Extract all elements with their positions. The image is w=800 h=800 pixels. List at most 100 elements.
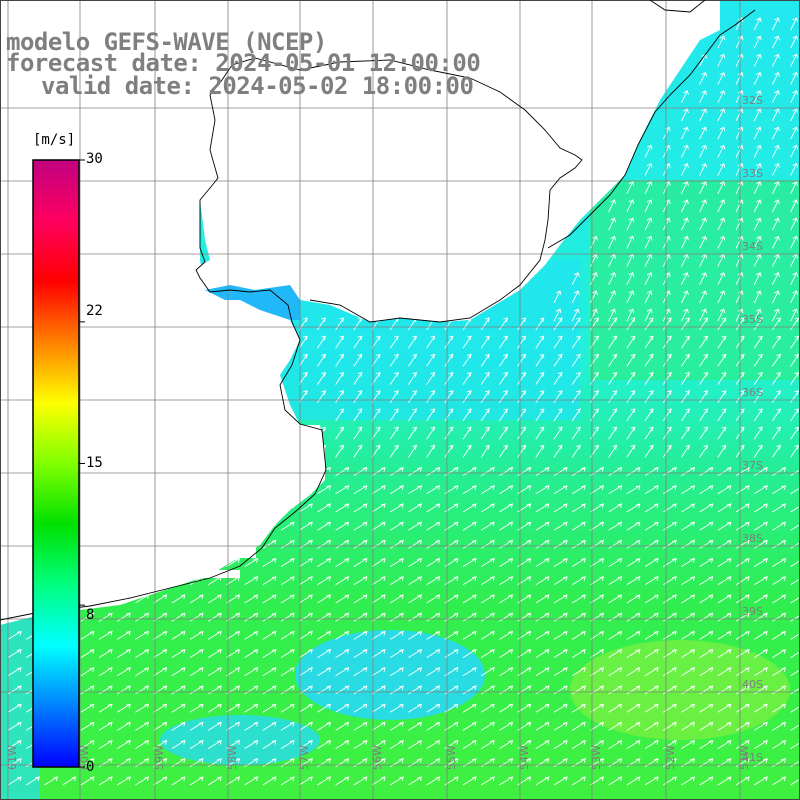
wind-arrow [662, 371, 672, 385]
wind-arrow [717, 466, 732, 476]
wind-arrow [590, 594, 605, 604]
wind-arrow [153, 612, 168, 622]
wind-arrow [681, 521, 696, 531]
wind-arrow [280, 776, 295, 786]
wind-arrow [681, 371, 691, 385]
wind-arrow [553, 721, 568, 731]
wind-arrow [371, 703, 386, 713]
wind-arrow [626, 408, 636, 422]
wind-arrow [135, 648, 150, 658]
wind-arrow [590, 630, 605, 640]
wind-arrow [699, 594, 714, 604]
wind-arrow [771, 199, 780, 213]
wind-arrow [462, 426, 472, 440]
wind-arrow [226, 667, 241, 677]
wind-arrow [408, 539, 423, 549]
wind-arrow [408, 630, 423, 640]
wind-arrow [353, 353, 363, 367]
wind-arrow [517, 353, 527, 367]
wind-arrow [735, 53, 744, 67]
wind-arrow [535, 444, 545, 458]
wind-arrow [353, 485, 368, 495]
wind-arrow [535, 521, 550, 531]
wind-arrow [772, 721, 787, 731]
wind-arrow [480, 721, 495, 731]
wind-arrow [772, 444, 782, 458]
wind-arrow [662, 739, 677, 749]
wind-arrow [408, 776, 423, 786]
wind-arrow [608, 408, 618, 422]
wind-arrow [662, 557, 677, 567]
wind-arrow [408, 335, 418, 349]
wind-arrow [790, 181, 799, 195]
wind-arrow [699, 758, 714, 768]
wind-arrow [790, 504, 800, 513]
wind-arrow [735, 35, 744, 49]
wind-arrow [644, 290, 653, 304]
wind-arrow [353, 408, 363, 422]
wind-arrow [772, 685, 787, 695]
wind-arrow [171, 594, 186, 604]
wind-arrow [189, 721, 204, 731]
wind-arrow [699, 71, 708, 85]
wind-arrow [553, 444, 563, 458]
wind-arrow [153, 594, 168, 604]
wind-arrow [735, 485, 750, 495]
wind-arrow [171, 739, 186, 749]
wind-arrow [553, 648, 568, 658]
wind-arrow [153, 557, 168, 567]
wind-arrow [353, 703, 368, 713]
wind-arrow [7, 721, 22, 731]
wind-arrow [408, 444, 418, 458]
wind-arrow [80, 685, 95, 695]
wind-arrow [335, 408, 345, 422]
wind-arrow [408, 317, 418, 331]
wind-arrow [608, 235, 617, 249]
wind-arrow [608, 503, 623, 513]
wind-arrow [699, 667, 714, 677]
wind-arrow [426, 612, 441, 622]
wind-arrow [571, 290, 580, 304]
wind-arrow [262, 521, 277, 531]
wind-arrow [790, 759, 800, 768]
wind-arrow [626, 703, 641, 713]
wind-arrow [681, 739, 696, 749]
wind-arrow [353, 594, 368, 604]
wind-arrow [790, 308, 799, 322]
wind-arrow [699, 317, 709, 331]
wind-arrow [626, 272, 635, 286]
wind-arrow [680, 199, 689, 213]
wind-arrow [662, 390, 672, 404]
wind-arrow [408, 739, 423, 749]
wind-arrow [426, 408, 436, 422]
wind-arrow [753, 308, 762, 322]
wind-arrow [790, 272, 799, 286]
wind-arrow [335, 390, 345, 404]
wind-arrow [80, 758, 95, 768]
wind-arrow [280, 485, 295, 495]
wind-arrow [298, 390, 308, 404]
wind-arrow [717, 612, 732, 622]
wind-arrow [699, 539, 714, 549]
wind-arrow [207, 539, 222, 549]
wind-arrow [608, 648, 623, 658]
wind-arrow [735, 466, 750, 476]
wind-arrow [753, 444, 763, 458]
wind-arrow [571, 703, 586, 713]
wind-arrow [480, 539, 495, 549]
wind-arrow [790, 522, 800, 531]
wind-arrow [553, 776, 568, 786]
wind-arrow [753, 353, 763, 367]
wind-arrow [553, 290, 562, 304]
wind-arrow [771, 108, 780, 122]
wind-arrow [353, 371, 363, 385]
wind-arrow [772, 667, 787, 677]
wind-arrow [408, 703, 423, 713]
wind-arrow [480, 739, 495, 749]
wind-arrow [662, 721, 677, 731]
wind-arrow [644, 521, 659, 531]
wind-arrow [644, 667, 659, 677]
wind-arrow [298, 557, 313, 567]
wind-arrow [753, 703, 768, 713]
wind-arrow [207, 557, 222, 567]
